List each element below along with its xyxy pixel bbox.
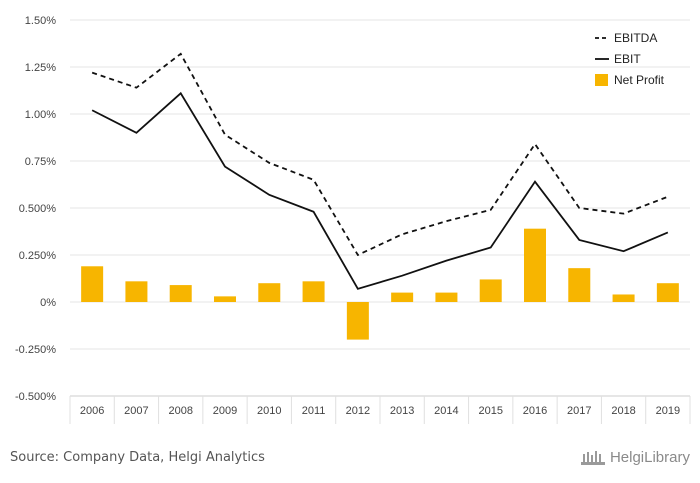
x-tick-label: 2007 bbox=[124, 405, 148, 417]
net-profit-bar bbox=[656, 283, 679, 302]
x-tick-label: 2017 bbox=[567, 405, 591, 417]
x-tick-label: 2018 bbox=[611, 405, 635, 417]
net-profit-bar bbox=[302, 281, 325, 302]
library-icon bbox=[580, 451, 605, 465]
legend-label: Net Profit bbox=[614, 73, 665, 87]
net-profit-bar bbox=[568, 268, 591, 302]
legend-swatch-net-profit bbox=[595, 74, 608, 86]
x-tick-label: 2006 bbox=[80, 405, 104, 417]
ebit-line bbox=[91, 91, 669, 290]
y-tick-label: 0.500% bbox=[19, 203, 57, 215]
brand-logo: HelgiLibrary bbox=[580, 448, 690, 466]
y-tick-label: 1.00% bbox=[25, 109, 56, 121]
x-tick-label: 2009 bbox=[213, 405, 237, 417]
net-profit-bar bbox=[435, 292, 458, 302]
net-profit-bar bbox=[524, 228, 546, 302]
ebitda-line bbox=[91, 52, 669, 257]
net-profit-bar bbox=[169, 285, 192, 302]
axes: 1.50% 1.25% 1.00% 0.75% 0.500% 0.250% 0% -0.250… bbox=[15, 15, 691, 424]
x-tick-label: 2011 bbox=[302, 405, 326, 417]
legend: EBITDA EBIT Net Profit bbox=[595, 31, 665, 87]
brand-name: HelgiLibrary bbox=[609, 448, 690, 466]
legend-label: EBIT bbox=[614, 52, 641, 66]
net-profit-bar bbox=[214, 296, 236, 302]
x-tick-label: 2015 bbox=[478, 405, 502, 417]
x-tick-label: 2010 bbox=[257, 405, 281, 417]
x-tick-label: 2012 bbox=[346, 405, 370, 417]
x-tick-label: 2019 bbox=[656, 405, 680, 417]
combo-chart: 1.50% 1.25% 1.00% 0.75% 0.500% 0.250% 0% -0.250… bbox=[15, 15, 691, 424]
y-tick-label: 1.50% bbox=[25, 15, 56, 27]
net-profit-bars bbox=[81, 228, 679, 340]
x-tick-label: 2014 bbox=[434, 405, 458, 417]
source-note: Source: Company Data, Helgi Analytics bbox=[10, 450, 265, 465]
y-tick-label: 0.75% bbox=[25, 156, 56, 168]
legend-label: EBITDA bbox=[614, 31, 657, 45]
y-tick-label: 0% bbox=[40, 297, 56, 309]
net-profit-bar bbox=[479, 279, 502, 302]
net-profit-bar bbox=[346, 302, 369, 340]
net-profit-bar bbox=[258, 283, 281, 302]
x-tick-label: 2008 bbox=[168, 405, 192, 417]
net-profit-bar bbox=[612, 294, 635, 302]
y-tick-label: 0.250% bbox=[19, 250, 57, 262]
net-profit-bar bbox=[81, 266, 104, 302]
y-tick-label: -0.500% bbox=[15, 391, 56, 403]
line-series bbox=[91, 52, 669, 290]
x-tick-label: 2016 bbox=[523, 405, 547, 417]
net-profit-bar bbox=[391, 292, 414, 302]
net-profit-bar bbox=[125, 281, 148, 302]
y-tick-label: 1.25% bbox=[25, 62, 56, 74]
x-tick-label: 2013 bbox=[390, 405, 414, 417]
y-tick-label: -0.250% bbox=[15, 344, 56, 356]
